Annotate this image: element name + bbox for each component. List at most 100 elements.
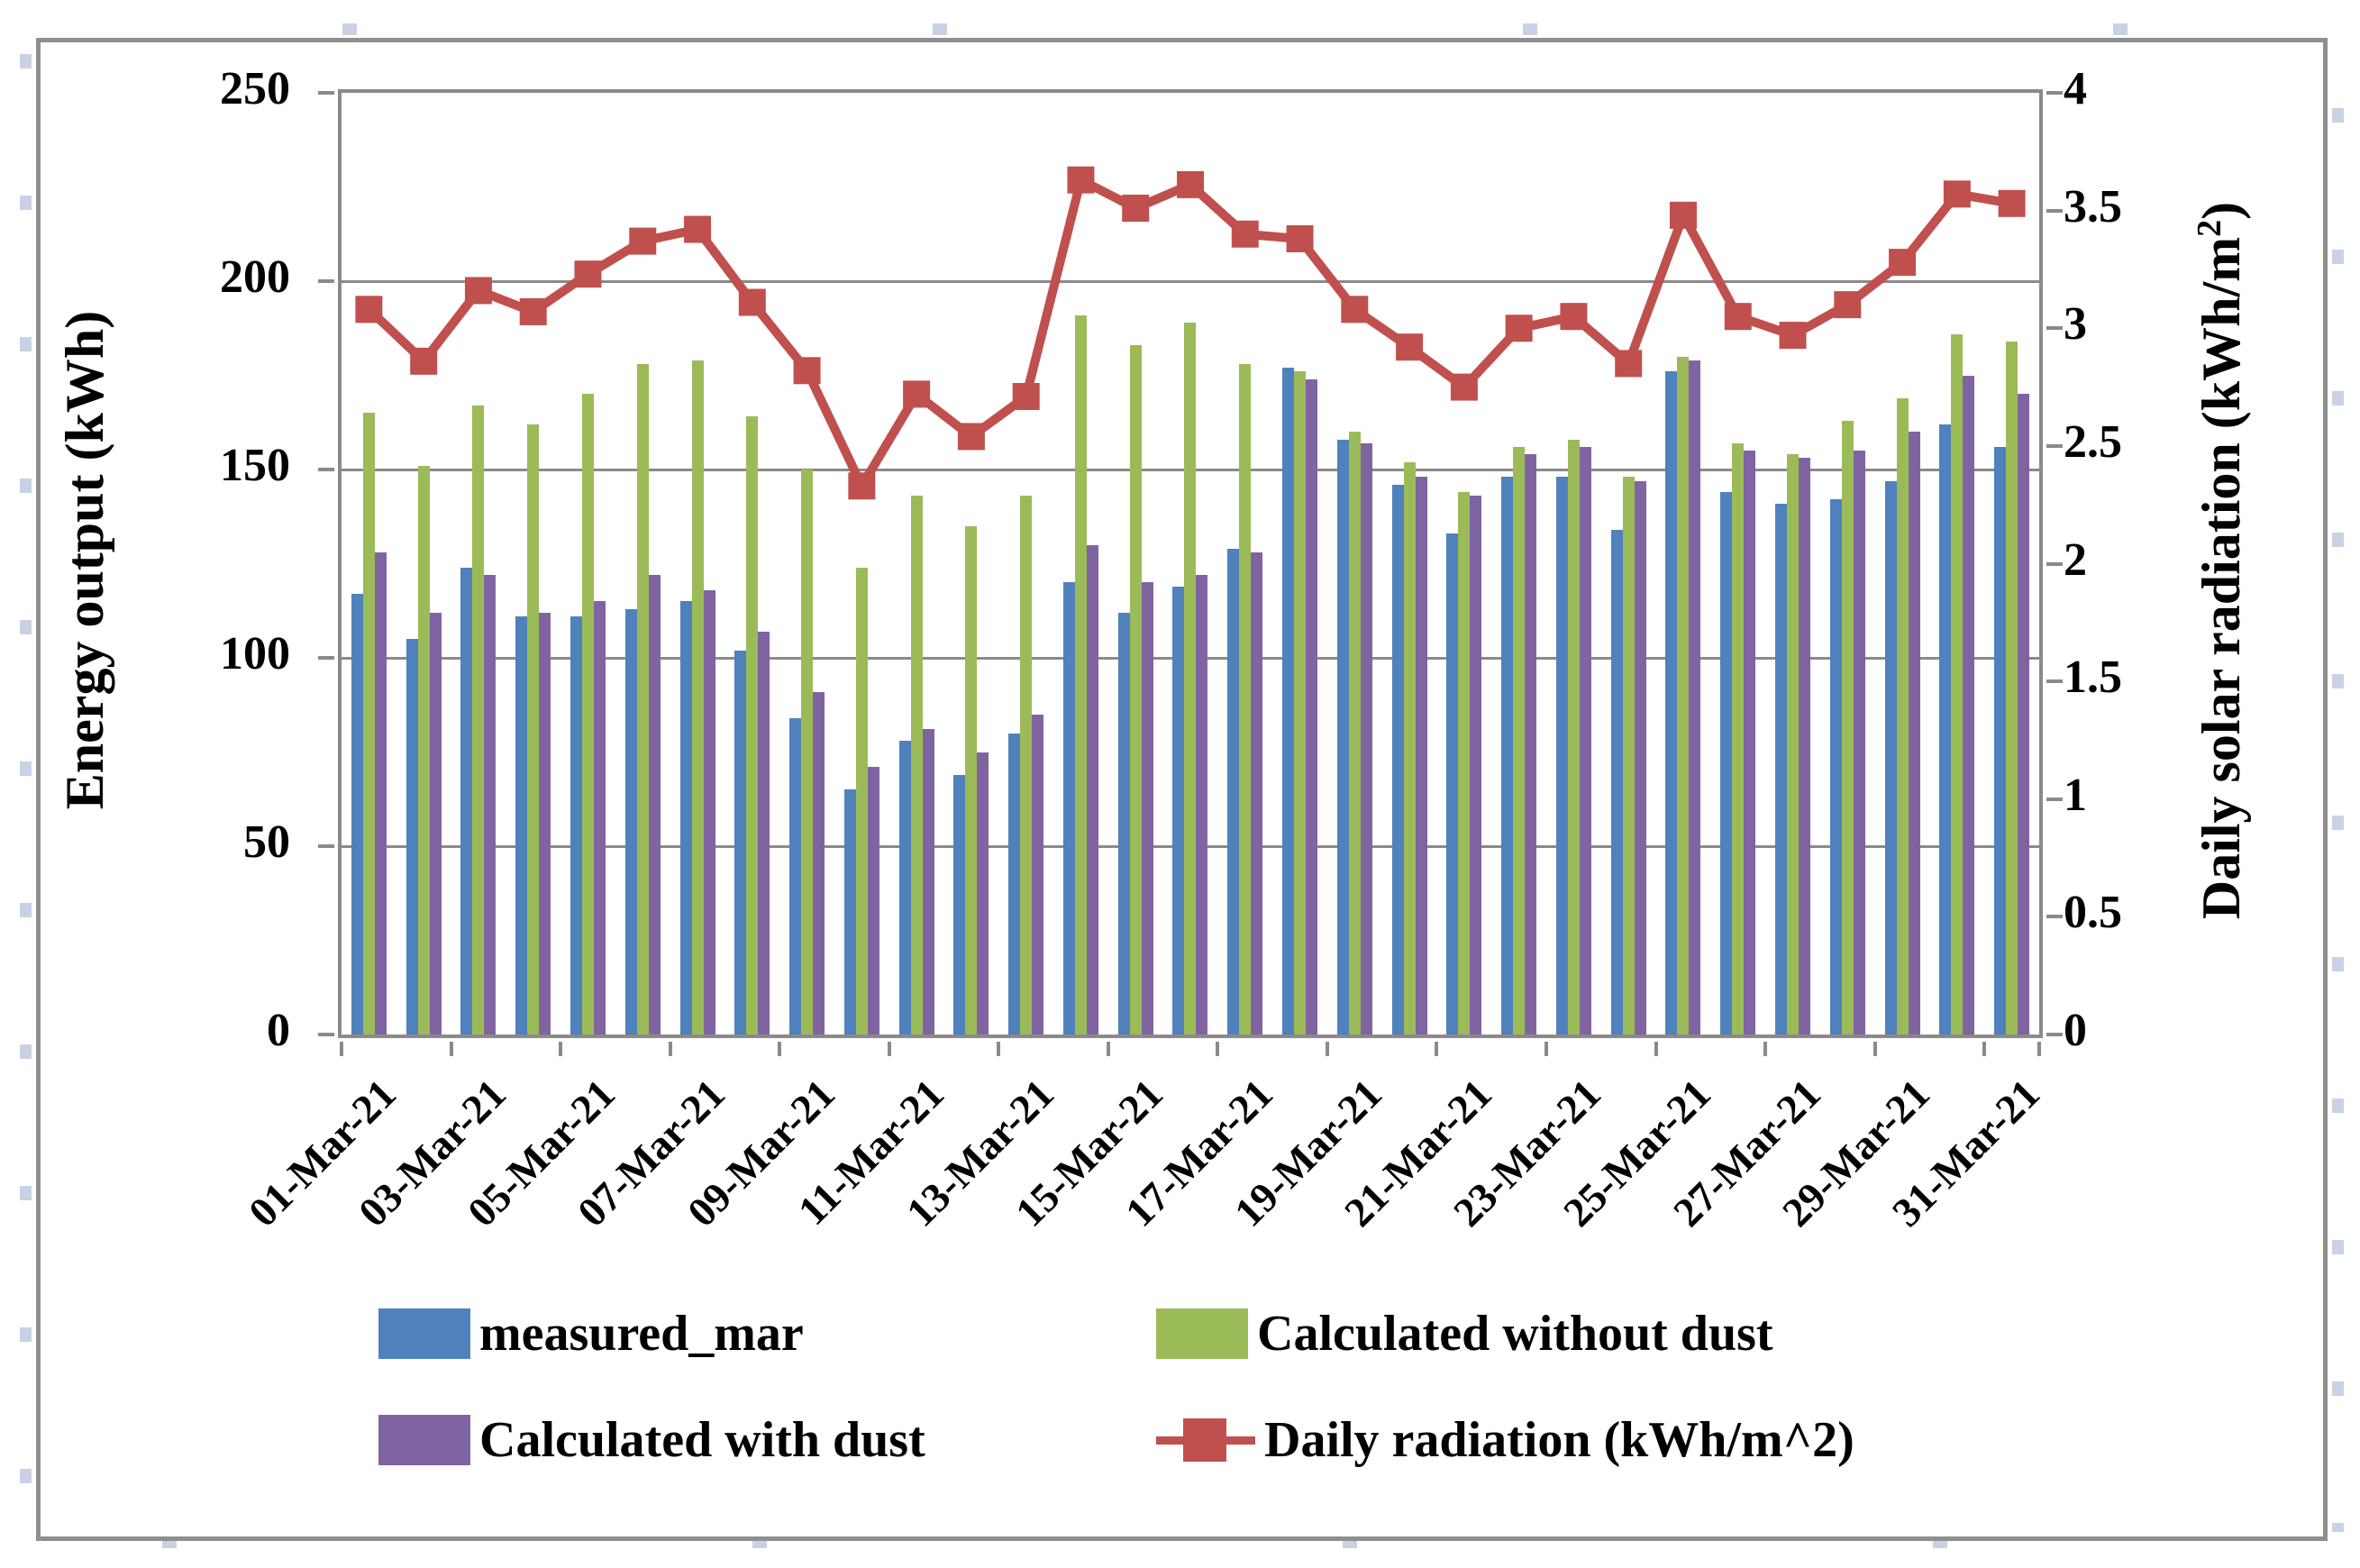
bar-calculated-with-dust bbox=[1086, 544, 1098, 1035]
right-axis-tick bbox=[2046, 679, 2063, 684]
x-axis-tick bbox=[1216, 1042, 1220, 1056]
line-marker bbox=[1396, 333, 1424, 361]
bar-calculated-without-dust bbox=[1896, 397, 1909, 1035]
bar-calculated-without-dust bbox=[1458, 492, 1471, 1035]
bar-group-27-Mar-21 bbox=[1765, 93, 1820, 1035]
bar-measured-mar bbox=[1884, 480, 1897, 1035]
bar-calculated-without-dust bbox=[1513, 446, 1526, 1035]
x-axis-tick bbox=[1873, 1042, 1877, 1056]
bar-measured-mar bbox=[1336, 439, 1349, 1035]
legend-label: measured_mar bbox=[479, 1306, 804, 1362]
x-axis-tick bbox=[997, 1042, 1001, 1056]
bar-calculated-with-dust bbox=[1689, 360, 1701, 1035]
bar-calculated-without-dust bbox=[1348, 432, 1361, 1035]
bar-calculated-without-dust bbox=[1787, 454, 1799, 1035]
line-marker bbox=[684, 215, 712, 243]
legend-label: Daily radiation (kWh/m^2) bbox=[1264, 1412, 1854, 1468]
bar-measured-mar bbox=[1829, 499, 1842, 1035]
bar-calculated-without-dust bbox=[910, 496, 923, 1035]
bar-calculated-without-dust bbox=[801, 469, 814, 1035]
right-tick-label-2.5: 2.5 bbox=[2064, 415, 2122, 468]
bar-calculated-with-dust bbox=[429, 612, 442, 1035]
line-marker bbox=[1943, 180, 1971, 208]
right-tick-label-0: 0 bbox=[2064, 1005, 2087, 1056]
bar-calculated-with-dust bbox=[1470, 496, 1482, 1035]
line-marker bbox=[1067, 166, 1095, 194]
bar-measured-mar bbox=[1172, 586, 1185, 1035]
line-marker bbox=[1998, 189, 2026, 217]
left-axis-tick bbox=[318, 91, 334, 95]
bar-calculated-with-dust bbox=[1251, 552, 1263, 1035]
x-axis-tick bbox=[340, 1042, 343, 1056]
left-tick-label-200: 200 bbox=[220, 251, 290, 303]
selection-dash-right bbox=[2332, 108, 2344, 1532]
left-axis-tick bbox=[318, 468, 334, 471]
left-axis-tick-labels: 250 200 150 100 50 0 bbox=[0, 66, 315, 1054]
bar-measured-mar bbox=[1610, 529, 1623, 1035]
x-axis-tick bbox=[449, 1042, 453, 1056]
bar-group-30-Mar-21 bbox=[1929, 93, 1984, 1035]
bar-calculated-with-dust bbox=[703, 589, 715, 1035]
bar-calculated-with-dust bbox=[2018, 394, 2030, 1035]
line-marker bbox=[355, 296, 383, 324]
bar-group-04-Mar-21 bbox=[506, 93, 560, 1035]
bar-measured-mar bbox=[515, 616, 528, 1035]
bar-group-17-Mar-21 bbox=[1217, 93, 1272, 1035]
x-axis-tick bbox=[1544, 1042, 1549, 1056]
bar-measured-mar bbox=[1062, 582, 1075, 1035]
line-marker bbox=[464, 277, 492, 305]
bar-group-26-Mar-21 bbox=[1710, 93, 1765, 1035]
bar-measured-mar bbox=[460, 567, 473, 1035]
bar-calculated-without-dust bbox=[362, 413, 375, 1035]
bar-measured-mar bbox=[1665, 371, 1678, 1035]
bar-calculated-without-dust bbox=[1567, 439, 1580, 1035]
line-marker bbox=[738, 288, 766, 316]
bar-group-22-Mar-21 bbox=[1491, 93, 1546, 1035]
legend-swatch-measured-mar bbox=[378, 1308, 470, 1359]
bar-group-21-Mar-21 bbox=[1436, 93, 1491, 1035]
right-axis-tick bbox=[2046, 561, 2063, 566]
bar-calculated-without-dust bbox=[527, 424, 540, 1035]
left-tick-label-250: 250 bbox=[220, 63, 290, 114]
bar-group-11-Mar-21 bbox=[889, 93, 944, 1035]
line-marker bbox=[519, 297, 547, 325]
bar-calculated-with-dust bbox=[1853, 451, 1865, 1035]
left-tick-label-100: 100 bbox=[220, 628, 290, 679]
bar-measured-mar bbox=[1501, 477, 1514, 1035]
x-axis-tick bbox=[1435, 1042, 1439, 1056]
bar-calculated-with-dust bbox=[1141, 582, 1153, 1035]
bar-calculated-without-dust bbox=[1239, 363, 1252, 1035]
bar-calculated-without-dust bbox=[965, 525, 978, 1035]
bar-calculated-without-dust bbox=[1020, 496, 1033, 1035]
line-marker bbox=[1724, 303, 1752, 331]
line-marker bbox=[903, 380, 931, 408]
bar-calculated-with-dust bbox=[1415, 477, 1427, 1035]
left-axis-tick bbox=[318, 279, 334, 283]
bar-measured-mar bbox=[1775, 503, 1787, 1035]
right-axis-tick bbox=[2046, 915, 2063, 919]
bar-group-31-Mar-21 bbox=[1984, 93, 2039, 1035]
bar-measured-mar bbox=[1117, 612, 1130, 1035]
bar-measured-mar bbox=[679, 601, 692, 1035]
bar-measured-mar bbox=[405, 639, 418, 1035]
x-axis-tick bbox=[1982, 1042, 1987, 1056]
bar-group-07-Mar-21 bbox=[670, 93, 725, 1035]
line-marker bbox=[1889, 249, 1917, 277]
x-axis-tick-labels: 01-Mar-21 03-Mar-21 05-Mar-21 07-Mar-21 09-M… bbox=[240, 1045, 2047, 1280]
legend: measured_mar Calculated without dust Cal… bbox=[378, 1302, 2181, 1518]
right-tick-label-2: 2 bbox=[2064, 533, 2087, 586]
bar-calculated-with-dust bbox=[922, 729, 934, 1035]
bar-group-05-Mar-21 bbox=[560, 93, 615, 1035]
bar-calculated-without-dust bbox=[855, 567, 868, 1035]
line-marker bbox=[1834, 291, 1862, 319]
bar-calculated-with-dust bbox=[867, 767, 879, 1035]
x-axis-tick bbox=[668, 1042, 672, 1056]
bar-measured-mar bbox=[1008, 733, 1021, 1035]
left-tick-label-150: 150 bbox=[220, 440, 290, 491]
legend-item-calculated-with-dust: Calculated with dust bbox=[378, 1408, 925, 1472]
line-marker bbox=[1669, 201, 1697, 229]
line-marker bbox=[410, 347, 438, 375]
line-marker bbox=[1779, 322, 1807, 350]
line-marker bbox=[1177, 170, 1204, 198]
bar-measured-mar bbox=[953, 774, 966, 1035]
